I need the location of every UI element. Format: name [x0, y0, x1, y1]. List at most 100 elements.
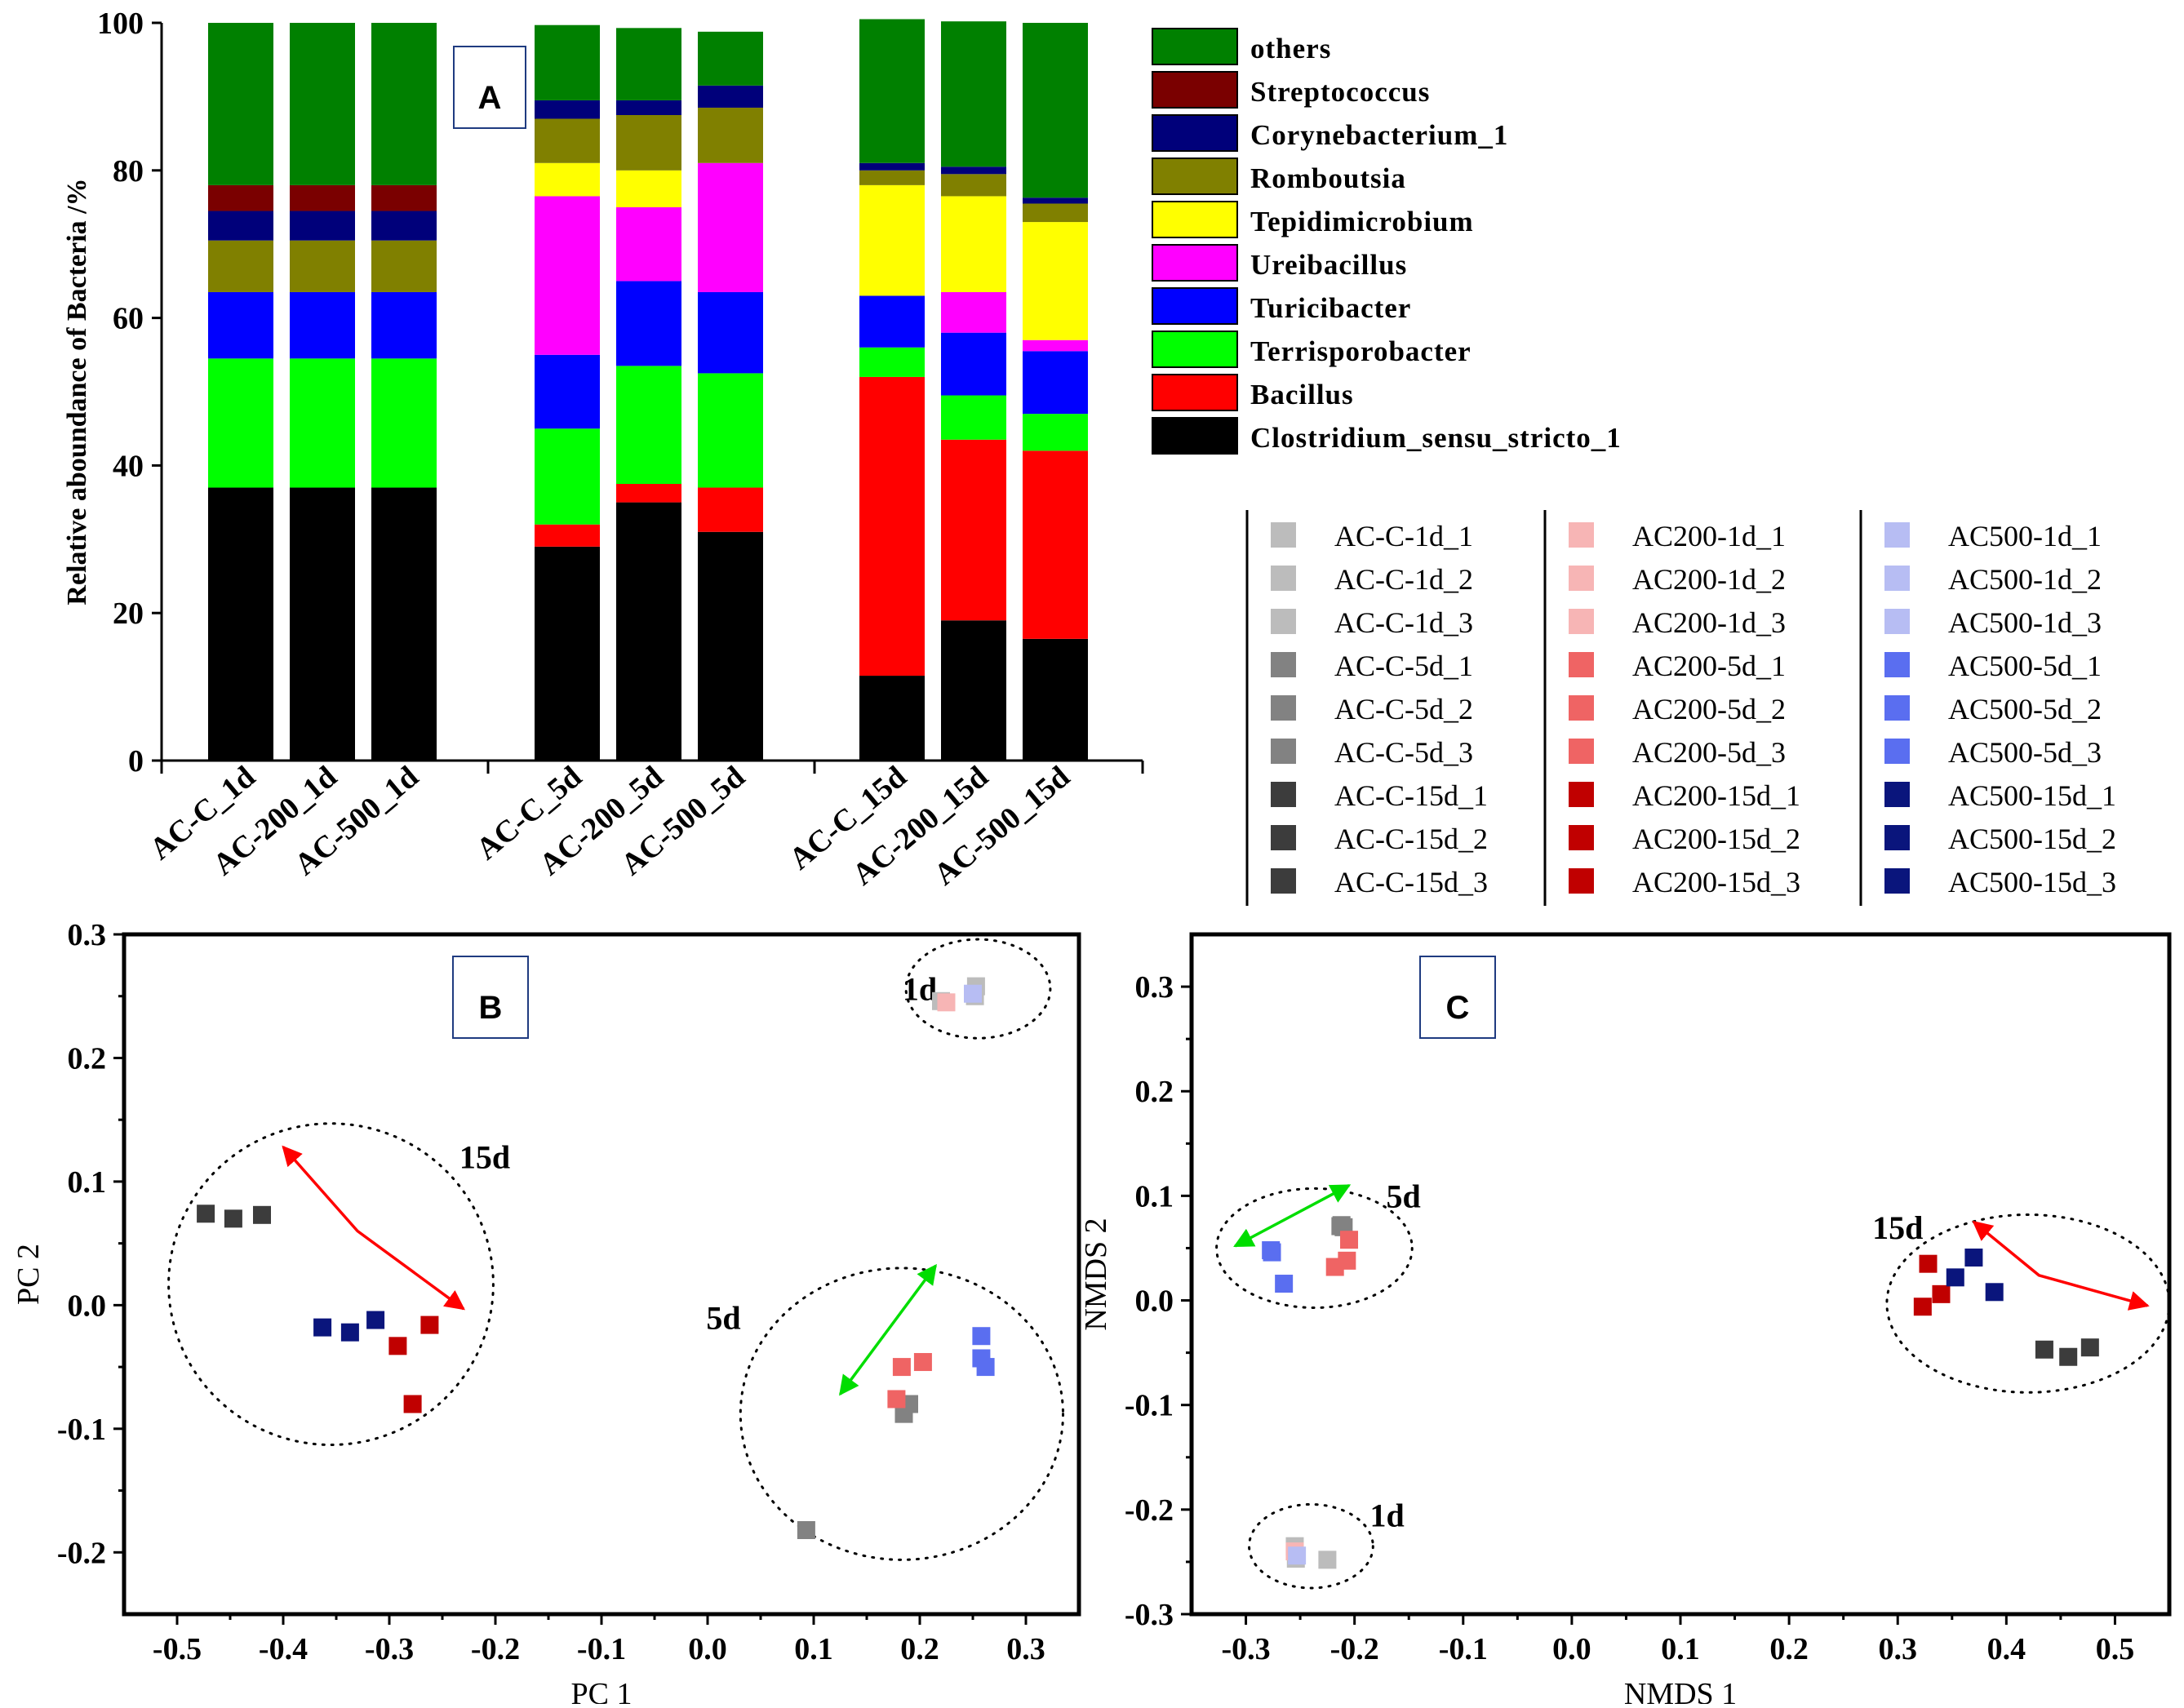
x-tick-label: 0.2 — [900, 1632, 939, 1666]
legend-marker — [1569, 782, 1594, 807]
legend-marker — [1271, 825, 1296, 850]
group-ellipse — [167, 1122, 495, 1447]
data-point — [976, 1358, 995, 1377]
legend-label: AC200-5d_3 — [1632, 736, 1786, 769]
legend-swatch — [1152, 157, 1238, 195]
legend-marker — [1569, 652, 1594, 677]
legend-label: AC-C-1d_2 — [1334, 563, 1473, 596]
y-tick-label: -0.1 — [1125, 1389, 1174, 1423]
data-point — [2035, 1340, 2053, 1359]
panel-label: A — [478, 80, 502, 116]
panel-b-pca: -0.5 -0.4 -0.3 -0.2 -0.1 0.0 0.1 0.2 0.3 -0.2 -0.1… — [11, 918, 1081, 1708]
data-point — [224, 1209, 242, 1228]
bar-segment-terrisporobacter — [535, 428, 600, 525]
bar-segment-terrisporobacter — [859, 347, 925, 377]
bar-segment-terrisporobacter — [208, 358, 273, 488]
legend-label: AC-C-1d_1 — [1334, 520, 1473, 552]
bar-segment-others — [616, 28, 681, 100]
bar-segment-turicibacter — [859, 295, 925, 348]
bar-segment-tepidimicrobium — [535, 162, 600, 197]
group-ellipse — [739, 1267, 1065, 1561]
y-tick-label: 0.3 — [68, 918, 107, 952]
bar-segment-bacillus — [1023, 450, 1088, 639]
bar-segment-corynebacterium-1 — [616, 100, 681, 115]
bar-segment-turicibacter — [616, 281, 681, 366]
legend-swatch — [1152, 287, 1238, 325]
data-point — [892, 1358, 911, 1377]
legend-label: AC-C-15d_1 — [1334, 779, 1488, 812]
data-point — [1288, 1546, 1307, 1565]
data-point — [403, 1395, 422, 1413]
trend-arrow — [839, 1263, 937, 1396]
x-tick-label: 0.4 — [1987, 1632, 2026, 1666]
y-tick-label: 0.1 — [1135, 1179, 1174, 1213]
bar-segment-ureibacillus — [941, 291, 1006, 333]
legend-label: Ureibacillus — [1250, 249, 1407, 281]
data-point — [913, 1353, 932, 1372]
x-tick-label: -0.1 — [1439, 1632, 1488, 1666]
bar-segment-clostridium-sensu-stricto-1 — [859, 676, 925, 761]
legend-label: Bacillus — [1250, 379, 1354, 410]
legend-label: AC-C-5d_2 — [1334, 693, 1473, 725]
bar-segment-tepidimicrobium — [616, 170, 681, 207]
legend-label: Turicibacter — [1250, 292, 1411, 324]
group-ellipse — [904, 938, 1052, 1040]
legend-label: others — [1250, 33, 1331, 64]
x-tick-label: -0.1 — [577, 1632, 626, 1666]
legend-label: AC-C-5d_3 — [1334, 736, 1473, 769]
bar-segment-ureibacillus — [535, 196, 600, 355]
group-ellipse — [1885, 1213, 2171, 1394]
data-point — [887, 1390, 906, 1409]
legend-label: AC500-15d_1 — [1948, 779, 2116, 812]
data-point — [937, 993, 956, 1012]
legend-swatch — [1152, 417, 1238, 455]
x-axis-label: PC 1 — [571, 1677, 633, 1704]
legend-marker — [1569, 695, 1594, 721]
bar-segment-bacillus — [941, 439, 1006, 621]
y-tick-label: 0.1 — [68, 1165, 107, 1200]
y-tick-label: -0.2 — [1125, 1493, 1174, 1528]
data-point — [1913, 1298, 1932, 1316]
legend-marker — [1884, 782, 1910, 807]
panel-label: C — [1446, 990, 1470, 1026]
trend-arrow — [1233, 1184, 1352, 1248]
bar-segment-terrisporobacter — [698, 373, 763, 488]
x-tick-label: 0.0 — [688, 1632, 727, 1666]
legend-label: Tepidimicrobium — [1250, 206, 1474, 237]
legend-label: AC500-1d_2 — [1948, 563, 2102, 596]
bar-segment-clostridium-sensu-stricto-1 — [616, 502, 681, 761]
bar-segment-romboutsia — [371, 240, 437, 292]
bar-segment-terrisporobacter — [616, 366, 681, 484]
data-point — [2080, 1338, 2099, 1357]
x-tick-label: -0.3 — [365, 1632, 414, 1666]
panel-label-box — [1419, 956, 1496, 1039]
x-tick-label: -0.2 — [471, 1632, 520, 1666]
data-point — [388, 1337, 407, 1355]
panel-label: B — [479, 990, 503, 1026]
legend-label: AC500-15d_3 — [1948, 866, 2116, 898]
bar-segment-clostridium-sensu-stricto-1 — [208, 487, 273, 761]
bar-segment-romboutsia — [535, 118, 600, 163]
trend-arrow — [282, 1145, 465, 1311]
data-point — [964, 984, 982, 1003]
legend-label: AC200-1d_2 — [1632, 563, 1786, 596]
y-tick-label: 80 — [113, 154, 144, 189]
legend-swatch — [1152, 331, 1238, 368]
bar-segment-bacillus — [535, 524, 600, 547]
bar-segment-turicibacter — [941, 332, 1006, 396]
data-point — [1919, 1254, 1938, 1273]
bar-segment-corynebacterium-1 — [698, 85, 763, 108]
y-tick-label: -0.2 — [57, 1536, 106, 1570]
bar-segment-others — [1023, 23, 1088, 198]
bar-segment-streptococcus — [371, 184, 437, 211]
bar-segment-clostridium-sensu-stricto-1 — [698, 531, 763, 761]
bar-segment-others — [859, 19, 925, 163]
legend-swatch — [1152, 71, 1238, 109]
bar-segment-turicibacter — [1023, 351, 1088, 415]
legend-marker — [1884, 825, 1910, 850]
data-point — [253, 1205, 271, 1224]
legend-marker — [1884, 868, 1910, 894]
bar-segment-tepidimicrobium — [941, 196, 1006, 292]
x-tick-label: -0.2 — [1330, 1632, 1379, 1666]
